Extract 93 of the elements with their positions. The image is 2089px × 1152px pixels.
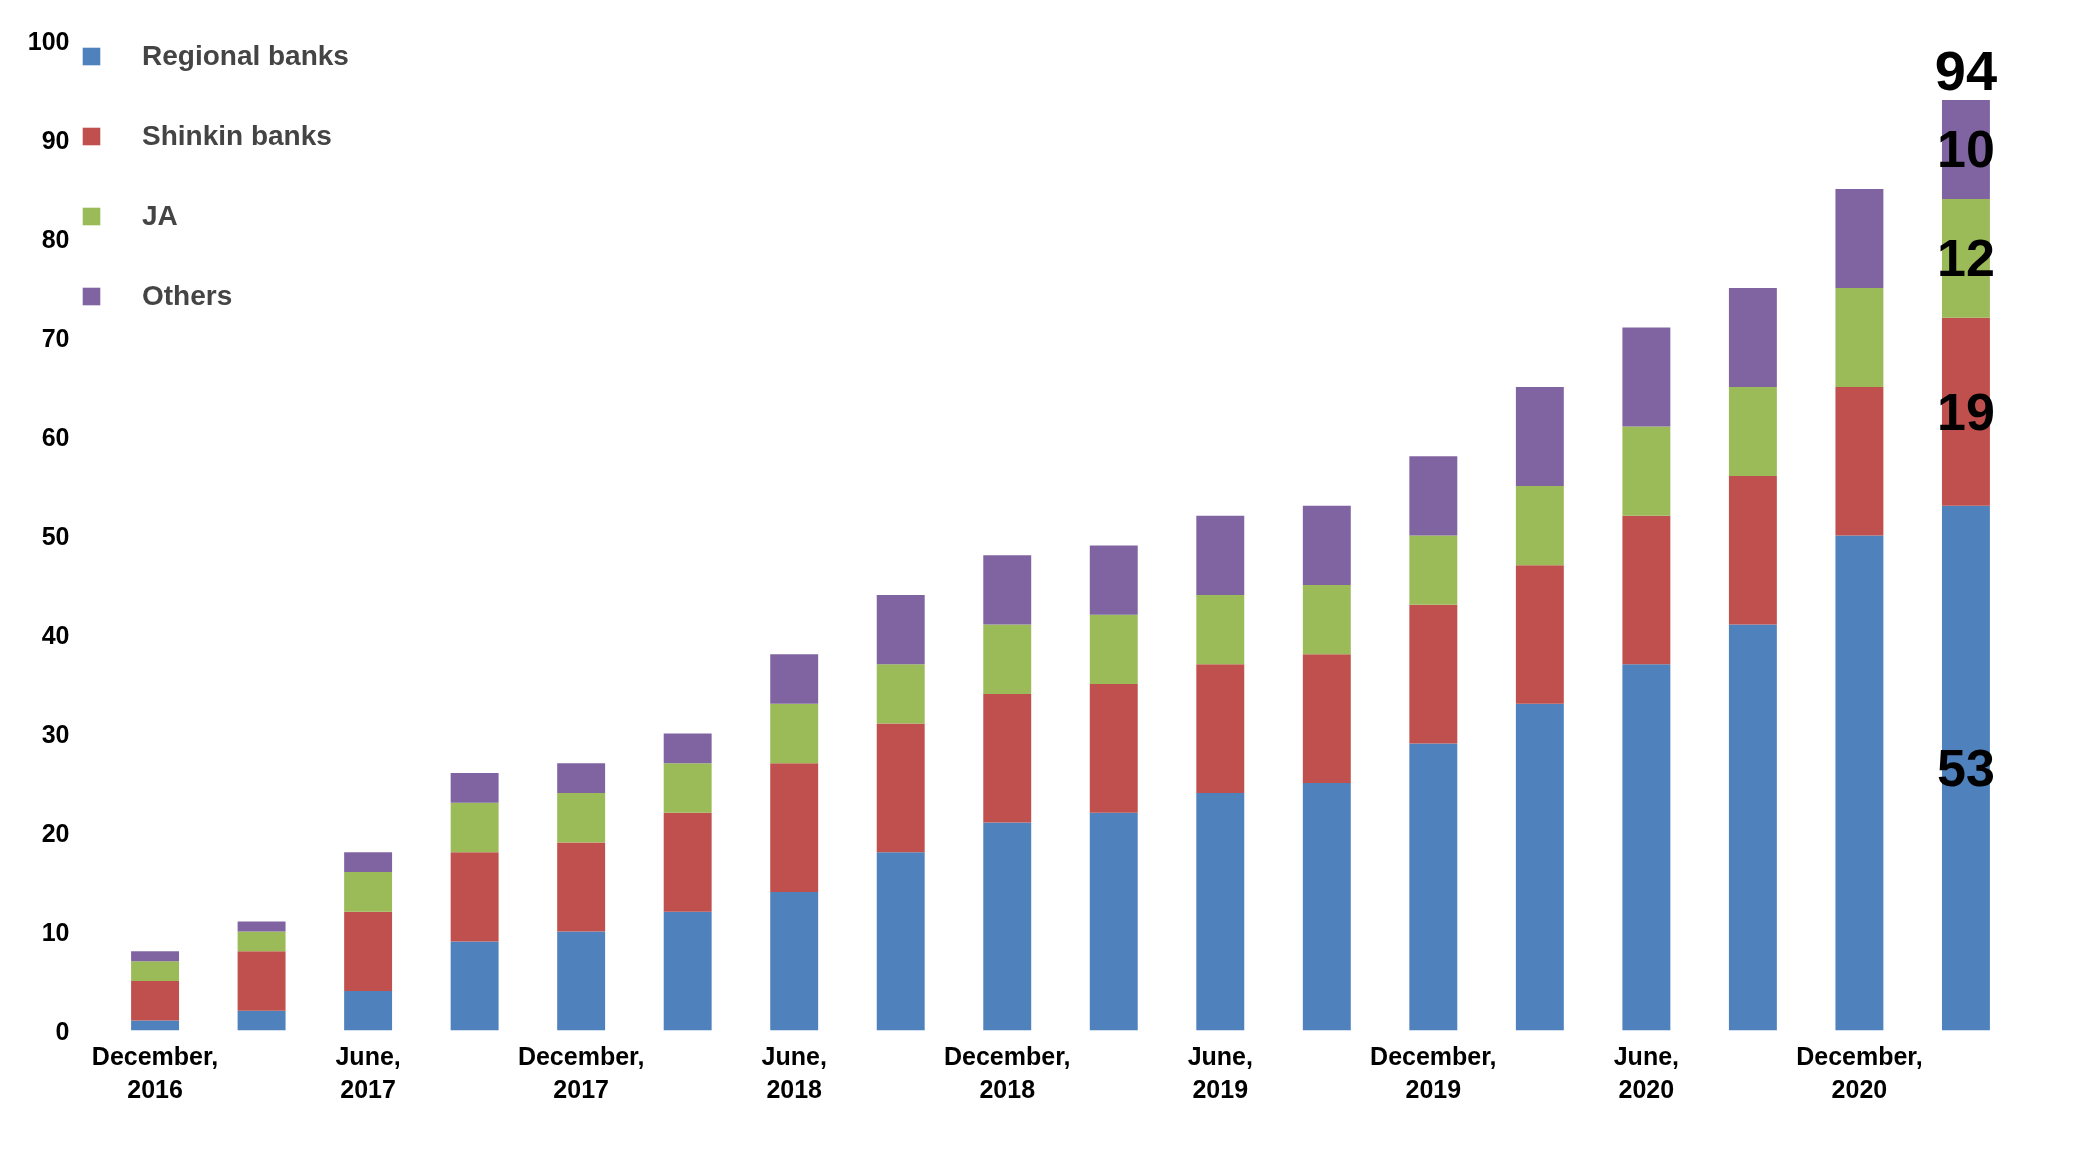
bar — [663, 812, 712, 912]
bar — [1515, 565, 1564, 704]
bar — [663, 733, 712, 764]
bar — [663, 911, 712, 1031]
bar — [344, 852, 393, 873]
bar — [1409, 535, 1458, 605]
bar — [1515, 703, 1564, 1031]
bar — [770, 763, 819, 892]
bar — [1302, 783, 1351, 1031]
bar — [1835, 387, 1884, 536]
x-tick-label: June, 2017 — [335, 1041, 401, 1104]
bar — [1728, 476, 1777, 625]
x-tick-label: June, 2018 — [761, 1041, 827, 1104]
bar — [770, 891, 819, 1031]
x-tick-label: June, 2020 — [1613, 1041, 1680, 1104]
bar — [1089, 684, 1138, 813]
bar — [1196, 594, 1245, 665]
y-tick-label: 40 — [41, 620, 70, 649]
legend-label: Others — [142, 280, 233, 312]
bar — [663, 763, 712, 813]
bar — [1728, 387, 1777, 477]
bar — [1409, 456, 1458, 536]
x-tick-label: December, 2019 — [1370, 1041, 1497, 1104]
bar — [450, 941, 499, 1031]
bar — [344, 990, 393, 1031]
y-tick-label: 10 — [41, 917, 70, 946]
bar — [1835, 189, 1884, 288]
bar — [1302, 654, 1351, 783]
y-tick-label: 50 — [41, 521, 70, 550]
bar — [237, 921, 286, 932]
bar — [1089, 812, 1138, 1031]
bar — [1409, 604, 1458, 744]
x-tick-label: December, 2016 — [91, 1041, 219, 1104]
bar — [1196, 792, 1245, 1031]
bar — [1622, 327, 1671, 427]
bar — [1835, 535, 1884, 1031]
bar — [1302, 585, 1351, 655]
y-tick-label: 20 — [41, 818, 70, 847]
y-tick-label: 90 — [41, 125, 70, 154]
bar — [1302, 505, 1351, 585]
y-tick-label: 60 — [41, 422, 70, 451]
bar — [237, 951, 286, 1011]
bar — [450, 852, 499, 942]
bar — [983, 555, 1032, 625]
bar — [131, 961, 180, 981]
bar — [557, 842, 606, 932]
bar — [876, 664, 925, 724]
bar — [983, 693, 1032, 823]
bar — [131, 1020, 180, 1031]
y-tick-label: 0 — [55, 1016, 70, 1045]
bar — [131, 951, 180, 962]
y-tick-label: 30 — [41, 719, 70, 748]
bar — [1196, 515, 1245, 595]
bar — [1728, 288, 1777, 387]
bar — [1622, 664, 1671, 1031]
legend-label: JA — [142, 200, 178, 232]
bar — [344, 872, 393, 912]
bar — [557, 792, 606, 843]
bar — [557, 763, 606, 793]
legend-label: Regional banks — [142, 40, 349, 72]
bar — [1089, 614, 1138, 684]
bar — [450, 773, 499, 803]
bar — [1622, 515, 1671, 665]
bar — [237, 1010, 286, 1031]
bar — [344, 911, 393, 991]
x-tick-label: December, 2017 — [517, 1041, 645, 1104]
bar — [1835, 288, 1884, 387]
bar — [770, 703, 819, 764]
total-label: 94 — [1934, 39, 1998, 102]
bar — [876, 723, 925, 853]
bar — [983, 624, 1032, 694]
legend-label: Shinkin banks — [142, 120, 332, 152]
bar — [1089, 545, 1138, 615]
bar — [1515, 387, 1564, 486]
bar — [237, 931, 286, 952]
bar — [557, 931, 606, 1031]
bar — [1728, 624, 1777, 1031]
x-tick-label: June, 2019 — [1187, 1041, 1253, 1104]
bar — [1409, 743, 1458, 1031]
y-tick-label: 70 — [41, 323, 70, 352]
bar — [450, 802, 499, 853]
x-tick-label: December, 2018 — [944, 1041, 1071, 1104]
bar — [1515, 486, 1564, 566]
bar — [131, 981, 180, 1021]
bar — [876, 594, 925, 665]
y-tick-label: 80 — [41, 224, 70, 253]
bar — [983, 822, 1032, 1031]
y-tick-label: 100 — [27, 26, 70, 55]
bar — [1622, 426, 1671, 516]
bar — [770, 654, 819, 704]
bar — [1196, 664, 1245, 793]
bar — [876, 852, 925, 1031]
x-tick-label: December, 2020 — [1796, 1041, 1923, 1104]
